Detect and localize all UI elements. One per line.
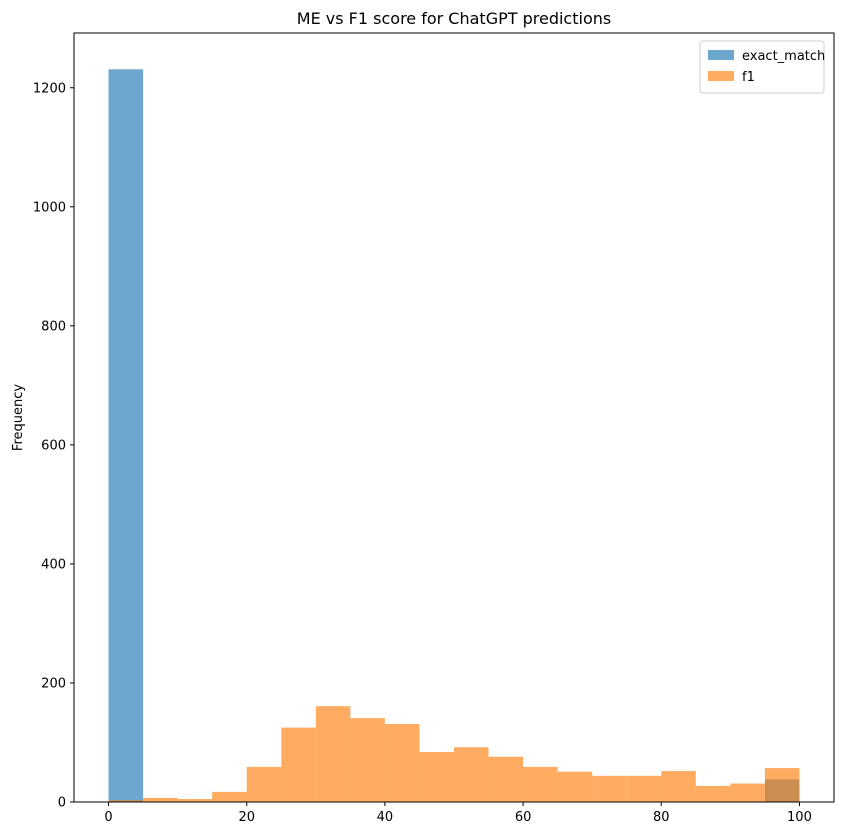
bar-f1-3 xyxy=(212,791,247,802)
bar-f1-10 xyxy=(454,747,489,802)
x-tick-label: 80 xyxy=(653,810,670,825)
bar-f1-16 xyxy=(661,771,696,802)
legend-swatch-f1 xyxy=(708,71,734,81)
y-axis-label: Frequency xyxy=(11,384,26,451)
chart-title: ME vs F1 score for ChatGPT predictions xyxy=(297,9,611,28)
bars-layer xyxy=(108,69,800,803)
legend-label-f1: f1 xyxy=(742,70,755,85)
bar-exact_match-0 xyxy=(108,69,144,803)
bar-f1-12 xyxy=(523,766,558,802)
bar-f1-14 xyxy=(592,775,627,802)
y-tick-label: 0 xyxy=(58,796,66,811)
bar-f1-7 xyxy=(350,718,385,802)
x-tick-label: 60 xyxy=(515,810,532,825)
y-tick-label: 400 xyxy=(41,557,66,572)
bar-f1-19 xyxy=(764,768,800,802)
x-axis: 0 20 40 60 80 100 xyxy=(104,802,812,825)
legend-swatch-exact_match xyxy=(708,50,734,60)
x-tick-label: 40 xyxy=(377,810,394,825)
bar-f1-2 xyxy=(177,799,213,802)
bar-f1-18 xyxy=(730,783,765,802)
x-tick-label: 20 xyxy=(238,810,255,825)
bar-f1-15 xyxy=(626,775,662,802)
x-tick-label: 0 xyxy=(104,810,112,825)
x-tick-label: 100 xyxy=(787,810,812,825)
bar-f1-17 xyxy=(695,785,731,802)
y-axis: 0 200 400 600 800 1000 1200 xyxy=(33,81,74,811)
y-tick-label: 800 xyxy=(41,319,66,334)
bar-f1-9 xyxy=(419,752,454,802)
bar-f1-0 xyxy=(108,800,144,802)
bar-f1-13 xyxy=(557,771,593,802)
bar-f1-4 xyxy=(246,766,282,802)
bar-f1-5 xyxy=(281,727,316,802)
y-tick-label: 600 xyxy=(41,438,66,453)
plot-frame xyxy=(73,32,835,803)
legend-label-exact_match: exact_match xyxy=(742,49,825,64)
y-tick-label: 1000 xyxy=(33,200,66,215)
y-tick-label: 1200 xyxy=(33,81,66,96)
bar-f1-8 xyxy=(384,724,420,802)
bar-f1-6 xyxy=(315,706,351,802)
legend: exact_match f1 xyxy=(699,40,825,94)
bar-f1-11 xyxy=(488,756,524,802)
y-tick-label: 200 xyxy=(41,676,66,691)
bar-f1-1 xyxy=(143,797,178,802)
